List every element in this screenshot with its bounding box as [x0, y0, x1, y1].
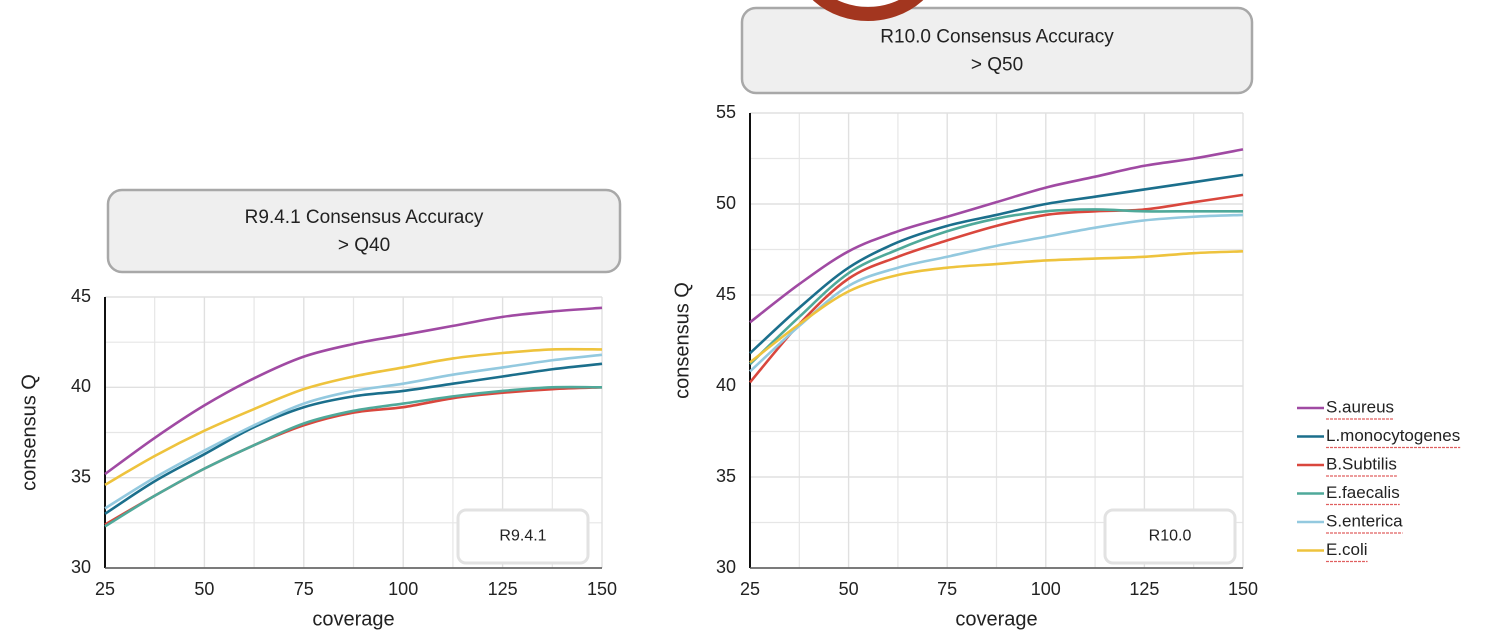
legend-label: E.coli — [1326, 540, 1368, 559]
chart-title: R9.4.1 Consensus Accuracy — [245, 207, 484, 228]
x-tick-label: 50 — [194, 579, 214, 599]
series-line — [104, 353, 603, 510]
x-tick-label: 100 — [1031, 579, 1061, 599]
x-tick-label: 25 — [740, 579, 760, 599]
legend-label: E.faecalis — [1326, 483, 1400, 502]
x-tick-label: 150 — [1228, 579, 1258, 599]
series-line — [749, 213, 1244, 373]
x-tick-label: 50 — [839, 579, 859, 599]
x-tick-label: 125 — [1129, 579, 1159, 599]
legend-label: B.Subtilis — [1326, 454, 1397, 473]
annotation-label: R9.4.1 — [499, 528, 546, 545]
series-line — [104, 347, 603, 487]
series-line — [749, 208, 1243, 366]
y-tick-label: 40 — [71, 376, 91, 396]
legend-label: S.enterica — [1326, 511, 1403, 530]
x-tick-label: 75 — [294, 579, 314, 599]
y-axis-label: consensus Q — [18, 374, 40, 491]
y-tick-label: 50 — [716, 193, 736, 213]
y-tick-label: 45 — [71, 286, 91, 306]
y-tick-label: 35 — [71, 466, 91, 486]
x-tick-label: 25 — [95, 579, 115, 599]
annotation-label: R10.0 — [1149, 528, 1192, 545]
x-tick-label: 150 — [587, 579, 617, 599]
y-tick-label: 40 — [716, 375, 736, 395]
y-tick-label: 30 — [71, 557, 91, 577]
series-line — [749, 250, 1244, 364]
x-tick-label: 125 — [488, 579, 518, 599]
chart-subtitle: > Q40 — [338, 235, 390, 256]
legend-label: L.monocytogenes — [1326, 426, 1460, 445]
series-line — [104, 385, 603, 528]
x-axis-label: coverage — [955, 608, 1037, 630]
chart-title: R10.0 Consensus Accuracy — [880, 27, 1114, 48]
highlight-circle — [812, 0, 924, 21]
x-tick-label: 75 — [937, 579, 957, 599]
annotation-box — [1103, 508, 1237, 565]
annotation-box — [456, 508, 590, 565]
chart-subtitle: > Q50 — [971, 55, 1023, 76]
x-tick-label: 100 — [388, 579, 418, 599]
series-line — [749, 173, 1244, 355]
legend-label: S.aureus — [1326, 397, 1394, 416]
title-box — [740, 6, 1254, 95]
y-tick-label: 55 — [716, 102, 736, 122]
series-line — [749, 148, 1244, 324]
series-line — [104, 362, 603, 515]
y-tick-label: 45 — [716, 284, 736, 304]
x-axis-label: coverage — [312, 608, 394, 630]
title-box — [106, 188, 622, 274]
y-tick-label: 35 — [716, 466, 736, 486]
y-axis-label: consensus Q — [671, 282, 693, 399]
y-tick-label: 30 — [716, 557, 736, 577]
series-line — [104, 306, 603, 476]
series-line — [749, 193, 1244, 384]
